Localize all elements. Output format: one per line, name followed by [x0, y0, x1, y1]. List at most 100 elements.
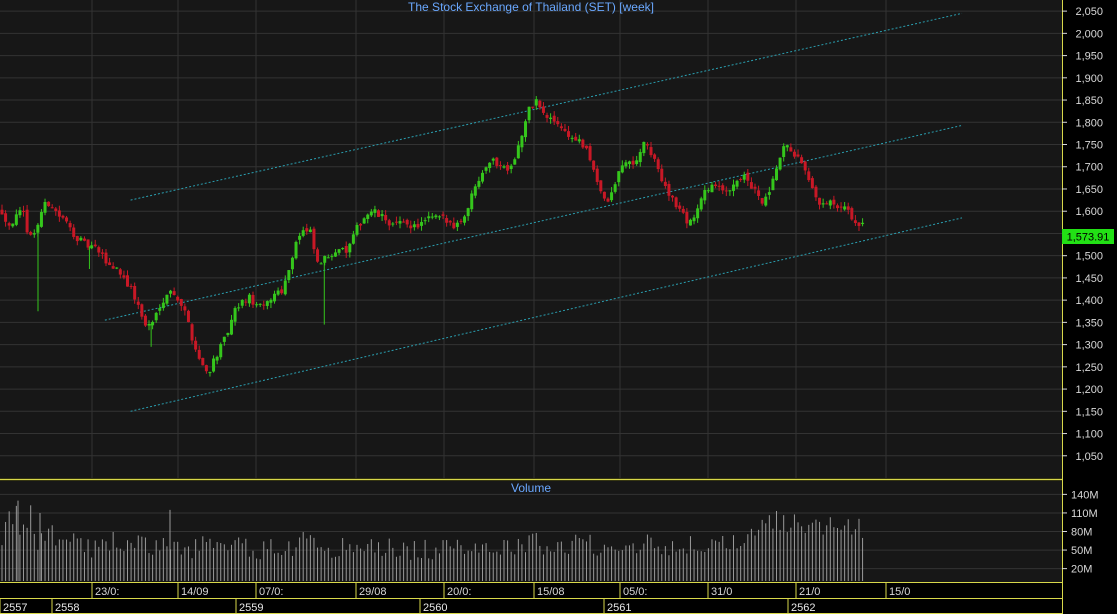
price-chart-title: The Stock Exchange of Thailand (SET) [we…	[408, 0, 654, 14]
candle-body	[545, 114, 549, 118]
candle-body	[488, 162, 492, 169]
candle-body	[176, 296, 180, 301]
candle-body	[43, 201, 47, 213]
candle-body	[122, 275, 126, 278]
candle-body	[463, 216, 467, 223]
last-price-marker: 1,573.91	[1062, 229, 1114, 244]
candle-body	[427, 216, 431, 219]
candle-body	[50, 207, 54, 209]
candle-body	[448, 220, 452, 223]
candle-body	[25, 209, 29, 233]
candle-body	[412, 224, 416, 228]
candle-body	[258, 303, 262, 305]
candle-body	[602, 191, 606, 199]
candle-body	[384, 214, 388, 221]
candle-body	[323, 255, 327, 263]
candle-body	[247, 294, 251, 304]
candle-body	[498, 165, 502, 167]
candle-body	[459, 220, 463, 222]
candle-body	[620, 165, 624, 173]
date-label: 31/0	[711, 586, 732, 598]
candle-body	[678, 205, 682, 209]
trend-channel-line	[104, 124, 963, 321]
candle-body	[79, 237, 83, 241]
candle-body	[312, 228, 316, 250]
candle-body	[839, 206, 843, 208]
candle-body	[649, 147, 653, 156]
year-label: 2558	[55, 602, 79, 614]
candle-body	[179, 298, 183, 306]
candle-body	[595, 168, 599, 182]
candle-body	[502, 166, 506, 168]
candle-body	[466, 208, 470, 217]
price-tick-label: 1,950	[1075, 51, 1103, 63]
candle-body	[832, 199, 836, 205]
candle-body	[226, 332, 230, 336]
candle-body	[348, 243, 352, 253]
candle-body	[749, 182, 753, 189]
date-label: 05/0:	[623, 586, 647, 598]
candle-body	[660, 168, 664, 182]
candle-body	[721, 185, 725, 191]
candle-body	[251, 294, 255, 305]
volume-panel-title: Volume	[511, 481, 551, 495]
candle-body	[269, 299, 273, 303]
candle-body	[133, 285, 137, 300]
candle-body	[39, 212, 43, 227]
date-label: 15/0	[889, 586, 910, 598]
candle-body	[663, 181, 667, 186]
candle-body	[800, 157, 804, 164]
candle-body	[735, 180, 739, 187]
candle-body	[215, 356, 219, 361]
candle-body	[861, 222, 865, 225]
candle-body	[423, 220, 427, 222]
candle-body	[409, 225, 413, 229]
candle-body	[480, 172, 484, 182]
date-label: 14/09	[181, 586, 209, 598]
candle-body	[197, 349, 201, 359]
candle-body	[789, 147, 793, 152]
candle-body	[437, 216, 441, 218]
candle-body	[803, 161, 807, 171]
candle-body	[495, 157, 499, 166]
candle-body	[7, 223, 11, 226]
candle-body	[326, 257, 330, 259]
candle-body	[610, 192, 614, 201]
candle-body	[775, 168, 779, 181]
candle-body	[172, 291, 176, 296]
candle-body	[262, 304, 266, 306]
candle-body	[434, 215, 438, 218]
price-tick-label: 1,150	[1075, 406, 1103, 418]
candle-body	[126, 275, 129, 287]
candle-body	[656, 159, 660, 170]
candle-body	[273, 293, 277, 302]
volume-tick-label: 140M	[1071, 489, 1099, 501]
candle-body	[771, 178, 775, 191]
candle-body	[280, 289, 284, 294]
candle-body	[154, 312, 158, 321]
candle-body	[853, 220, 857, 224]
candle-body	[201, 357, 205, 366]
candle-body	[151, 322, 155, 326]
candle-body	[674, 197, 678, 208]
candle-body	[559, 126, 563, 129]
candle-body	[706, 190, 710, 192]
price-tick-label: 1,850	[1075, 95, 1103, 107]
candle-body	[857, 222, 861, 226]
candle-body	[484, 167, 488, 171]
candle-body	[821, 203, 825, 205]
price-tick-label: 1,350	[1075, 317, 1103, 329]
candle-body	[792, 151, 796, 157]
candle-body	[541, 106, 545, 113]
candle-body	[746, 172, 750, 181]
candle-body	[362, 218, 366, 224]
candle-body	[714, 184, 718, 187]
price-panel	[0, 0, 1062, 478]
candle-body	[635, 160, 639, 165]
candle-body	[194, 340, 198, 350]
candle-body	[387, 220, 391, 226]
candle-body	[724, 190, 728, 192]
candle-body	[742, 174, 746, 180]
candle-body	[341, 248, 345, 250]
